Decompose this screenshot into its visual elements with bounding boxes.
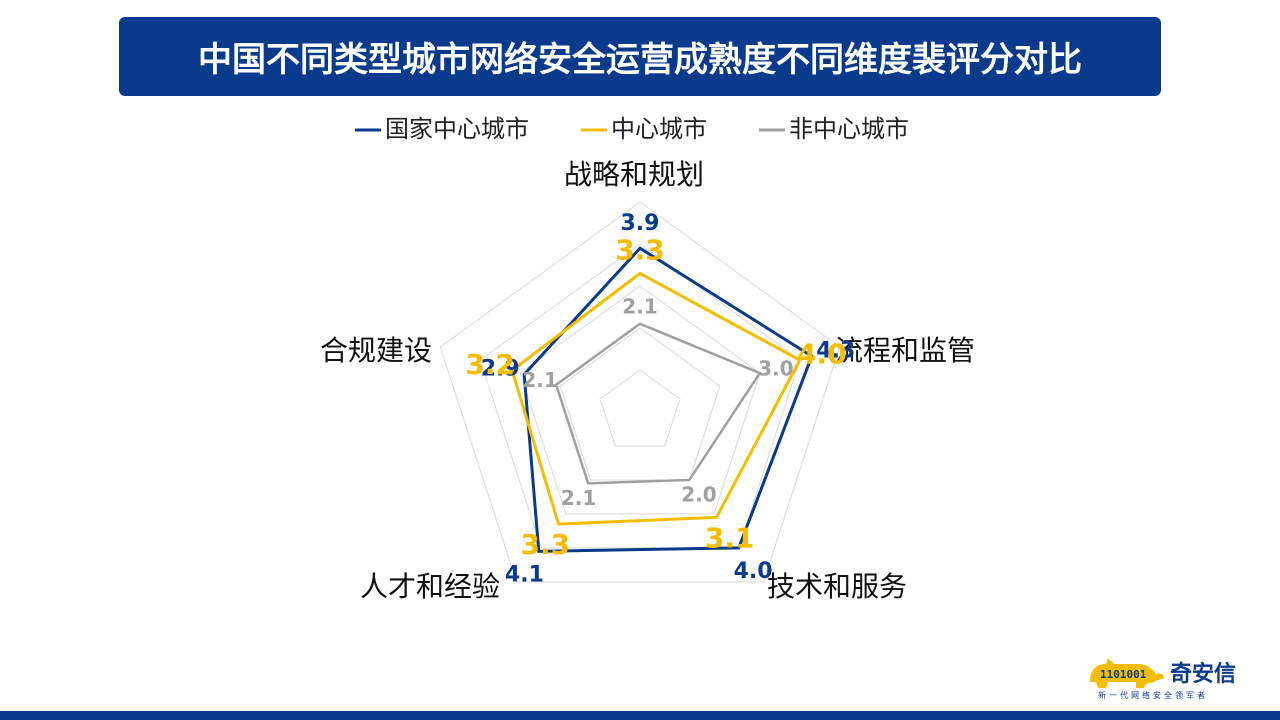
data-label: 2.1	[522, 368, 557, 392]
data-label: 2.0	[681, 483, 716, 507]
data-label: 2.1	[622, 294, 657, 318]
data-label: 3.2	[465, 348, 515, 381]
brand-tagline: 新一代网络安全领军者	[1098, 691, 1208, 700]
data-label: 4.0	[734, 559, 773, 584]
axis-label: 战略和规划	[564, 158, 704, 191]
brand-logo: 1101001 奇安信 新一代网络安全领军者	[1086, 652, 1256, 706]
data-label: 2.9	[481, 357, 520, 382]
series-line	[554, 322, 762, 485]
series-line	[510, 271, 802, 526]
data-label: 4.1	[505, 562, 544, 587]
data-label: 3.1	[705, 521, 755, 554]
brand-mark-icon: 1101001	[1090, 658, 1164, 688]
radar-grid-ring	[439, 201, 841, 583]
svg-text:1101001: 1101001	[1100, 668, 1147, 681]
data-label: 3.3	[615, 233, 665, 266]
radar-grid-ring	[479, 243, 801, 549]
axis-label: 技术和服务	[767, 570, 907, 603]
legend-label: 国家中心城市	[385, 115, 529, 143]
footer-bar	[0, 711, 1280, 720]
data-label: 3.0	[758, 356, 793, 380]
data-label: 3.3	[520, 528, 570, 561]
title-banner: 中国不同类型城市网络安全运营成熟度不同维度裴评分对比	[119, 17, 1161, 96]
chart-title: 中国不同类型城市网络安全运营成熟度不同维度裴评分对比	[198, 40, 1082, 80]
data-label: 2.1	[561, 486, 596, 510]
radar-grid-ring	[559, 327, 721, 481]
data-label: 3.9	[621, 211, 660, 236]
brand-name: 奇安信	[1170, 662, 1237, 687]
data-label: 4.3	[816, 338, 855, 363]
axis-label: 流程和监管	[835, 334, 975, 367]
data-label: 4.0	[797, 338, 847, 371]
axis-label: 人才和经验	[360, 570, 500, 603]
axis-label: 合规建设	[320, 334, 432, 367]
legend-label: 非中心城市	[789, 115, 909, 143]
legend-label: 中心城市	[611, 115, 707, 143]
radar-grid-ring	[599, 369, 681, 447]
series-line	[522, 246, 814, 553]
